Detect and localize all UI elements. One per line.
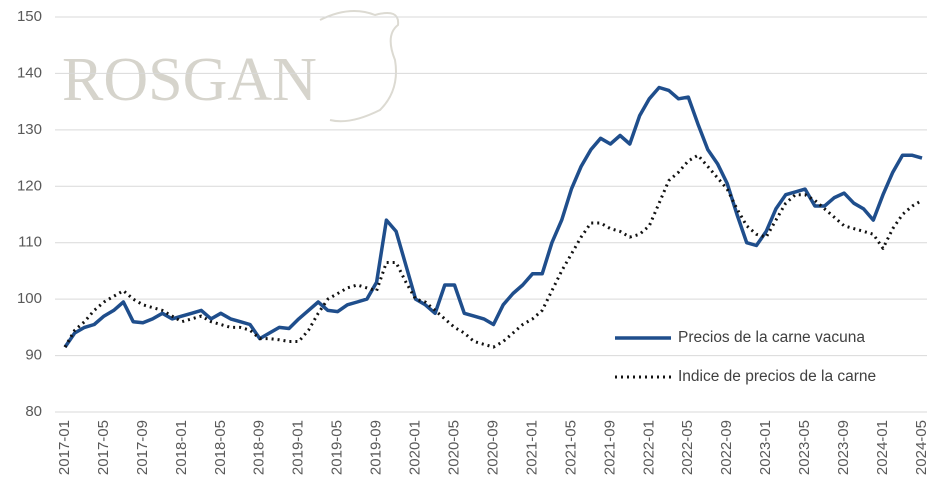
x-tick-label: 2021-05 bbox=[562, 420, 579, 475]
x-tick-label: 2017-01 bbox=[56, 420, 73, 475]
x-tick-label: 2018-09 bbox=[251, 420, 268, 475]
y-tick-label: 90 bbox=[25, 347, 42, 364]
x-tick-label: 2023-05 bbox=[796, 420, 813, 475]
y-tick-label: 110 bbox=[18, 234, 42, 251]
x-tick-label: 2019-01 bbox=[290, 420, 307, 475]
x-tick-label: 2021-09 bbox=[601, 420, 618, 475]
y-tick-label: 140 bbox=[17, 64, 42, 81]
x-tick-label: 2018-01 bbox=[173, 420, 190, 475]
x-tick-label: 2018-05 bbox=[212, 420, 229, 475]
y-tick-label: 150 bbox=[17, 8, 42, 25]
x-tick-label: 2022-05 bbox=[679, 420, 696, 475]
legend-label: Indice de precios de la carne bbox=[678, 368, 876, 385]
series-line bbox=[63, 153, 923, 349]
x-tick-label: 2020-09 bbox=[484, 420, 501, 475]
x-tick-label: 2022-01 bbox=[640, 420, 657, 475]
x-tick-label: 2024-01 bbox=[874, 420, 891, 475]
x-tick-label: 2022-09 bbox=[718, 420, 735, 475]
y-tick-label: 130 bbox=[17, 121, 42, 138]
y-tick-label: 120 bbox=[17, 177, 42, 194]
y-tick-label: 80 bbox=[25, 403, 42, 420]
x-tick-label: 2019-09 bbox=[368, 420, 385, 475]
x-tick-label: 2024-05 bbox=[913, 420, 927, 475]
watermark-logo bbox=[319, 10, 400, 123]
y-tick-label: 100 bbox=[17, 290, 42, 307]
series-line bbox=[63, 85, 923, 349]
x-tick-label: 2023-01 bbox=[757, 420, 774, 475]
x-tick-label: 2021-01 bbox=[523, 420, 540, 475]
x-tick-label: 2023-09 bbox=[835, 420, 852, 475]
x-tick-label: 2017-05 bbox=[95, 420, 112, 475]
x-tick-label: 2019-05 bbox=[329, 420, 346, 475]
watermark: ROSGAN bbox=[62, 46, 317, 114]
x-tick-label: 2020-05 bbox=[446, 420, 463, 475]
x-tick-label: 2017-09 bbox=[134, 420, 151, 475]
legend-label: Precios de la carne vacuna bbox=[678, 329, 865, 346]
x-tick-label: 2020-01 bbox=[407, 420, 424, 475]
